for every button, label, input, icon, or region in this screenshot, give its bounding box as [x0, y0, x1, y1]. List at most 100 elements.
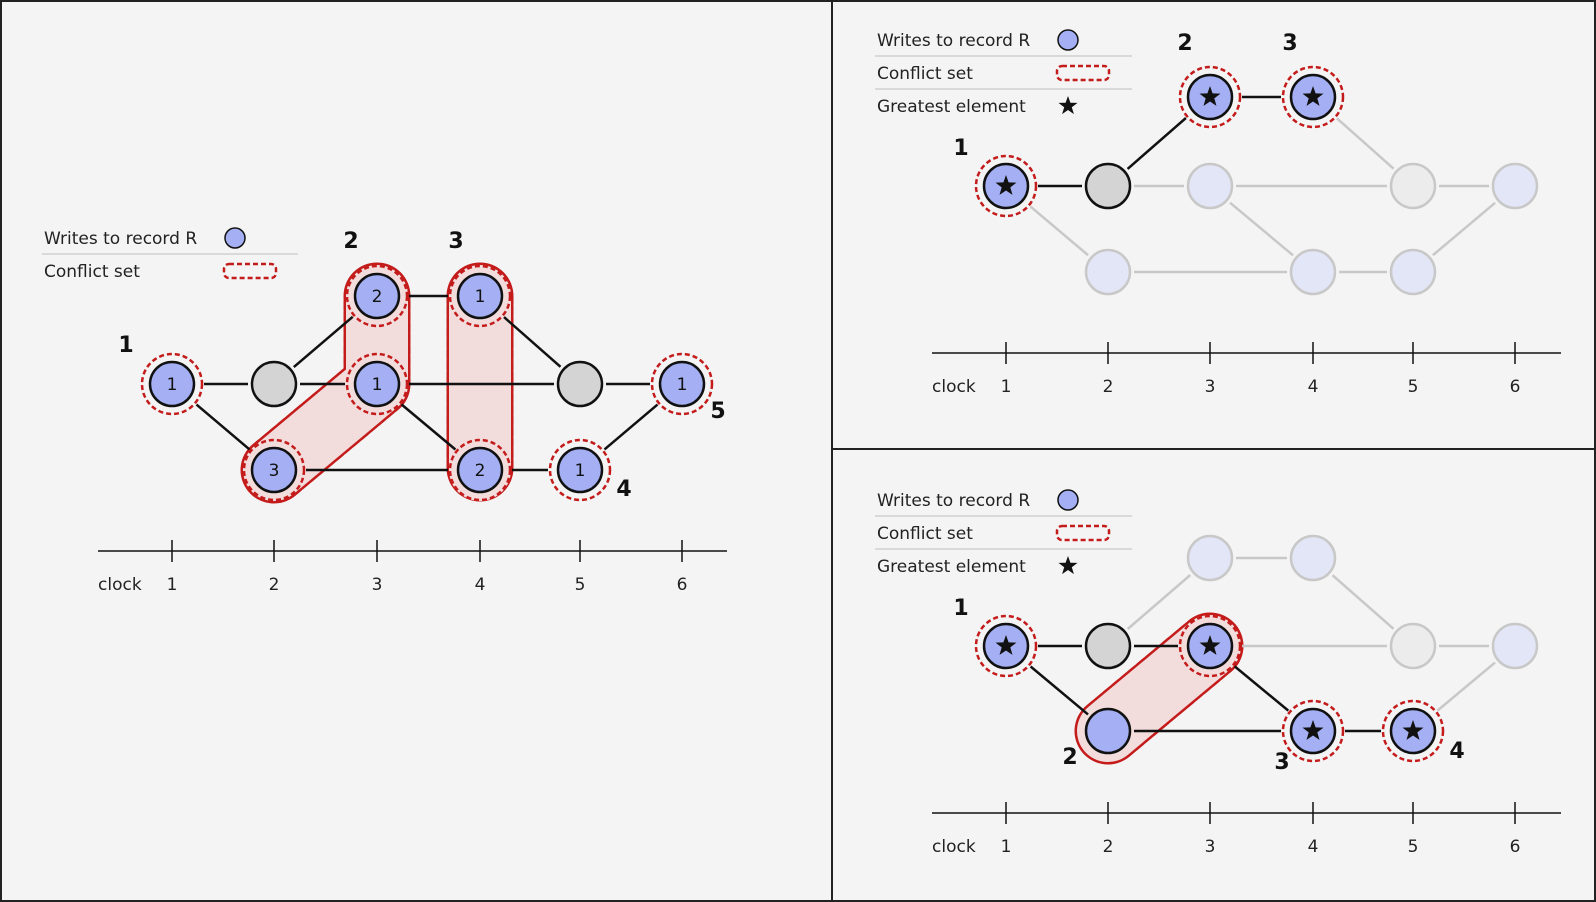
node-label: 2 — [475, 461, 486, 481]
node-circle — [1389, 248, 1437, 296]
write-node — [1491, 622, 1539, 670]
clock-tick-label: 3 — [1205, 837, 1216, 857]
conflict-set-number: 2 — [1062, 745, 1077, 770]
edge — [1436, 661, 1496, 712]
edge — [400, 403, 457, 451]
write-node: 1 — [548, 438, 612, 502]
node-circle — [148, 360, 196, 408]
write-node: 1 — [140, 352, 204, 416]
conflict-ring — [548, 438, 612, 502]
node-circle — [1389, 162, 1437, 210]
conflict-set-number: 4 — [1449, 739, 1464, 764]
write-node — [1389, 248, 1437, 296]
panel-left-diagram: Writes to record R Conflict set clock 1 2 3 4 5… — [42, 227, 727, 595]
conflict-ring — [242, 438, 306, 502]
clock-axis: clock 1 2 3 4 5 6 — [932, 342, 1561, 397]
clock-tick-label: 5 — [575, 575, 586, 595]
legend-writes-label: Writes to record R — [877, 491, 1030, 511]
set-labels: 1 2 3 — [953, 31, 1297, 161]
node-circle — [250, 360, 298, 408]
edges — [195, 294, 659, 472]
legend-conflict-label: Conflict set — [44, 262, 140, 282]
edge — [1126, 117, 1187, 170]
node-circle — [1084, 707, 1132, 755]
legend-star-icon — [1058, 96, 1078, 115]
node-circle — [353, 272, 401, 320]
greatest-star-icon — [1199, 635, 1221, 655]
clock-label: clock — [932, 837, 976, 857]
greatest-star-icon — [1302, 720, 1324, 740]
conflict-ring — [345, 352, 409, 416]
conflict-ring — [345, 264, 409, 328]
write-node — [1381, 699, 1445, 763]
legend-write-swatch — [1057, 29, 1079, 51]
write-node — [1186, 534, 1234, 582]
panel-bottom-right-diagram: Writes to record R Conflict set Greatest e… — [875, 489, 1561, 857]
legend-conflict-label: Conflict set — [877, 64, 973, 84]
edge — [1432, 201, 1496, 257]
conflict-set-number: 4 — [616, 477, 631, 502]
write-node: 1 — [650, 352, 714, 416]
legend-star-icon — [1058, 556, 1078, 575]
conflict-ring — [650, 352, 714, 416]
edge — [1029, 205, 1089, 257]
clock-tick-label: 4 — [1308, 377, 1319, 397]
write-node — [1178, 614, 1242, 678]
node-label: 1 — [372, 375, 383, 395]
node-circle — [1491, 622, 1539, 670]
legend-conflict-swatch — [1055, 524, 1111, 542]
write-node — [1491, 162, 1539, 210]
clock-tick-label: 3 — [1205, 377, 1216, 397]
legend-conflict-label: Conflict set — [877, 524, 973, 544]
clock-tick-label: 1 — [1001, 377, 1012, 397]
clock-tick-label: 1 — [1001, 837, 1012, 857]
greatest-star-icon — [995, 175, 1017, 195]
write-node: 3 — [242, 438, 306, 502]
clock-tick-label: 3 — [372, 575, 383, 595]
set-labels: 1 2 3 4 — [953, 596, 1464, 775]
conflict-set-number: 5 — [710, 399, 725, 424]
edge — [1336, 117, 1395, 170]
clock-tick-label: 2 — [1103, 837, 1114, 857]
conflict-set-number: 1 — [953, 596, 968, 621]
conflict-set-number: 2 — [1177, 31, 1192, 56]
legend-write-swatch — [224, 227, 246, 249]
legend-conflict-swatch — [1055, 64, 1111, 82]
legend-conflict-swatch — [222, 262, 278, 280]
node-circle — [1084, 622, 1132, 670]
write-node — [1289, 248, 1337, 296]
node-circle — [1186, 534, 1234, 582]
write-node — [1084, 248, 1132, 296]
clock-tick-label: 4 — [1308, 837, 1319, 857]
legend-greatest-label: Greatest element — [877, 557, 1026, 577]
nodes — [974, 65, 1539, 296]
edge — [1126, 574, 1192, 630]
conflict-ring — [974, 154, 1038, 218]
write-node — [1186, 162, 1234, 210]
legend: Writes to record R Conflict set — [42, 227, 298, 282]
set-labels: 1 2 3 4 5 — [118, 229, 725, 502]
node-label: 1 — [167, 375, 178, 395]
node-circle — [1491, 162, 1539, 210]
write-node — [1178, 65, 1242, 129]
legend-greatest-label: Greatest element — [877, 97, 1026, 117]
nodes: 1 3 2 1 1 2 1 1 — [140, 264, 714, 502]
conflict-set-number: 2 — [343, 229, 358, 254]
greatest-star-icon — [1402, 720, 1424, 740]
event-node — [1389, 162, 1437, 210]
clock-tick-label: 1 — [167, 575, 178, 595]
clock-tick-label: 2 — [269, 575, 280, 595]
edge — [195, 403, 251, 451]
node-circle — [1289, 534, 1337, 582]
edge — [603, 403, 659, 451]
write-node — [1084, 707, 1132, 755]
edge — [292, 315, 354, 369]
event-node — [1084, 162, 1132, 210]
legend-writes-label: Writes to record R — [877, 31, 1030, 51]
write-node — [974, 614, 1038, 678]
legend-write-swatch — [1057, 489, 1079, 511]
clock-axis: clock 1 2 3 4 5 6 — [98, 540, 727, 595]
write-node: 2 — [448, 438, 512, 502]
legend: Writes to record R Conflict set Greatest e… — [875, 489, 1132, 577]
clock-tick-label: 5 — [1408, 377, 1419, 397]
